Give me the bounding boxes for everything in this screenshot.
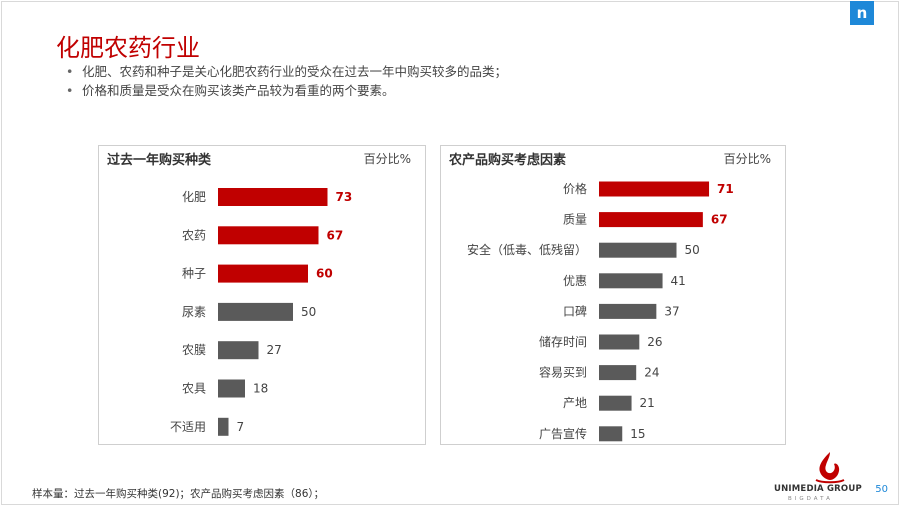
brand-name: UNIMEDIA GROUP: [774, 484, 862, 494]
bar: [218, 341, 259, 360]
chart-panel-purchase-types: 过去一年购买种类 百分比% 化肥 73 农药 67 种子 60 尿素 50 农膜 27 农具 18 不适…: [98, 145, 426, 445]
bar: [599, 395, 632, 411]
category-label: 价格: [563, 181, 587, 196]
category-label: 不适用: [170, 420, 206, 434]
chart-panel-purchase-factors: 农产品购买考虑因素 百分比% 价格 71 质量 67 安全（低毒、低残留） 50 优惠 41 口…: [440, 145, 786, 445]
chart-unit-label: 百分比%: [723, 152, 771, 166]
bullet-item: 价格和质量是受众在购买该类产品较为看重的两个要素。: [66, 81, 507, 100]
chart-title: 农产品购买考虑因素: [449, 153, 567, 168]
bar: [218, 417, 229, 436]
category-label: 农药: [182, 228, 206, 242]
category-label: 安全（低毒、低残留）: [467, 242, 587, 257]
bullet-item: 化肥、农药和种子是关心化肥农药行业的受众在过去一年中购买较多的品类；: [66, 62, 507, 81]
value-label: 24: [644, 366, 659, 380]
brand-logo-icon: n: [850, 1, 874, 25]
value-label: 15: [630, 427, 645, 441]
bar: [599, 273, 663, 289]
bar: [599, 334, 640, 350]
bar: [218, 302, 293, 321]
bar: [218, 379, 245, 398]
category-label: 化肥: [182, 190, 206, 204]
value-label: 26: [647, 335, 662, 349]
page-number: 50: [875, 484, 888, 495]
value-label: 71: [717, 182, 734, 196]
bar-chart-purchase-factors: 价格 71 质量 67 安全（低毒、低残留） 50 优惠 41 口碑 37 储存时间 26 容易买到 24…: [467, 181, 734, 442]
chart-unit-label: 百分比%: [363, 152, 411, 166]
bar: [218, 188, 328, 206]
value-label: 67: [711, 213, 728, 227]
category-label: 口碑: [563, 303, 587, 318]
slide-title: 化肥农药行业: [56, 34, 200, 62]
chart-title: 过去一年购买种类: [107, 153, 212, 168]
bar: [218, 264, 308, 283]
brand-block: UNIMEDIA GROUP BIGDATA: [774, 450, 884, 502]
category-label: 种子: [182, 267, 206, 281]
category-label: 储存时间: [539, 334, 587, 349]
bullet-list: 化肥、农药和种子是关心化肥农药行业的受众在过去一年中购买较多的品类； 价格和质量…: [66, 62, 507, 100]
value-label: 73: [336, 190, 353, 204]
bar: [599, 303, 657, 319]
category-label: 优惠: [563, 274, 587, 288]
category-label: 广告宣传: [539, 426, 587, 441]
value-label: 21: [640, 396, 655, 410]
category-label: 农具: [182, 382, 206, 396]
value-label: 18: [253, 382, 268, 396]
value-label: 37: [664, 304, 679, 318]
value-label: 7: [237, 420, 245, 434]
category-label: 容易买到: [539, 365, 587, 380]
bar: [218, 226, 319, 245]
flame-logo-icon: [815, 452, 845, 484]
value-label: 60: [316, 267, 333, 281]
category-label: 尿素: [182, 305, 206, 319]
category-label: 农膜: [182, 343, 206, 357]
bar: [599, 426, 623, 442]
bar-chart-purchase-types: 化肥 73 农药 67 种子 60 尿素 50 农膜 27 农具 18 不适用 7: [170, 188, 353, 436]
sample-size-note: 样本量：过去一年购买种类(92)；农产品购买考虑因素（86）；: [32, 488, 325, 500]
bar: [599, 365, 637, 381]
brand-subtitle: BIGDATA: [788, 496, 833, 502]
category-label: 质量: [563, 213, 587, 227]
value-label: 50: [301, 305, 316, 319]
value-label: 67: [327, 228, 344, 242]
category-label: 产地: [563, 396, 587, 410]
value-label: 50: [685, 243, 700, 257]
bar: [599, 181, 710, 197]
value-label: 41: [671, 274, 686, 288]
bar: [599, 242, 677, 258]
bar: [599, 212, 703, 228]
value-label: 27: [267, 343, 282, 357]
